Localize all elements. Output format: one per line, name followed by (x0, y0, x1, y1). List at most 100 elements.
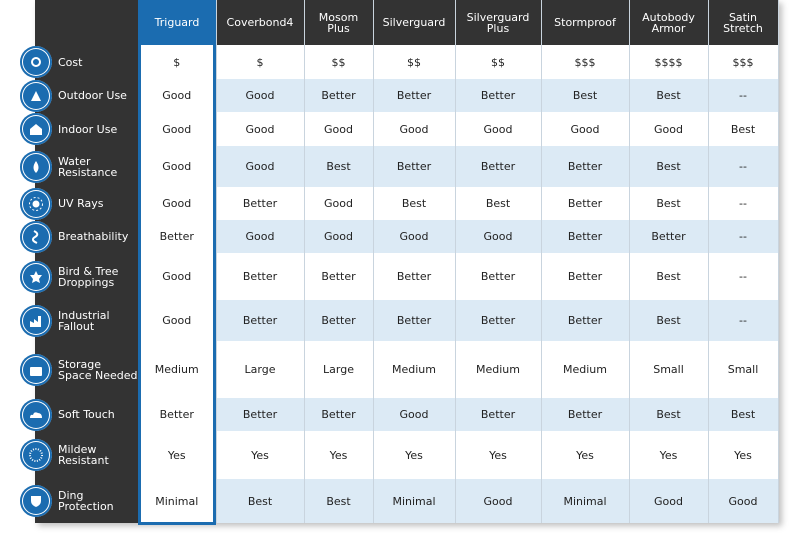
row-label-text: Water Resistance (58, 154, 118, 179)
table-cell: Better (455, 253, 542, 300)
icon-glyph (30, 270, 42, 283)
table-cell: Medium (138, 341, 217, 398)
table-cell: Yes (304, 431, 374, 479)
row-icon (20, 113, 52, 145)
icon-glyph (31, 90, 41, 101)
table-cell: Better (455, 146, 542, 187)
table-cell: Best (708, 112, 779, 146)
table-cell: Good (138, 146, 217, 187)
table-cell: -- (708, 146, 779, 187)
table-cell: Better (373, 300, 456, 341)
column-header: Stormproof (541, 0, 630, 45)
icon-glyph (30, 315, 41, 327)
table-cell: Best (629, 300, 709, 341)
table-cell: Medium (455, 341, 542, 398)
icon-glyph (30, 124, 42, 135)
row-icon (20, 79, 52, 112)
icon-glyph (33, 160, 39, 173)
row-icon (20, 353, 52, 386)
table-cell: Better (304, 398, 374, 431)
table-cell: Best (541, 79, 630, 112)
row-icon (20, 46, 52, 78)
table-cell: Best (708, 398, 779, 431)
table-cell: Better (541, 220, 630, 253)
table-cell: Good (455, 479, 542, 523)
header-row: Triguard Coverbond4 Mosom Plus Silverguard S… (35, 0, 779, 45)
table-cell: Good (216, 112, 305, 146)
table-row: Water Resistance Good Good Best Better Better… (20, 146, 779, 187)
row-icon (20, 187, 52, 220)
table-cell: Minimal (138, 479, 217, 523)
table-cell: Yes (629, 431, 709, 479)
row-label-cell: Ding Protection (20, 479, 138, 523)
row-label-cell: Bird & Tree Droppings (20, 253, 138, 300)
table-cell: Better (541, 253, 630, 300)
table-row: Industrial Fallout Good Better Better Better… (20, 300, 779, 341)
row-label-text: Soft Touch (58, 408, 115, 421)
table-cell: Good (629, 479, 709, 523)
row-label-text: Mildew Resistant (58, 443, 109, 467)
icon-glyph (31, 57, 41, 67)
table-cell: Better (541, 146, 630, 187)
row-label-cell: Cost (20, 45, 138, 79)
table-cell: Small (708, 341, 779, 398)
table-cell: Better (216, 300, 305, 341)
table-cell: Yes (455, 431, 542, 479)
row-icon (20, 485, 52, 517)
table-cell: Best (629, 253, 709, 300)
column-header: Silverguard (373, 0, 456, 45)
table-row: Mildew Resistant Yes Yes Yes Yes Yes Yes Yes Yes (20, 431, 779, 479)
table-cell: Better (138, 398, 217, 431)
row-icon (20, 150, 52, 183)
row-label-cell: Outdoor Use (20, 79, 138, 112)
column-header: Autobody Armor (629, 0, 709, 45)
table-row: Ding Protection Minimal Best Best Minimal Goo… (20, 479, 779, 523)
row-label-text: Cost (58, 55, 83, 69)
table-cell: Better (373, 79, 456, 112)
table-cell: Better (455, 79, 542, 112)
table-row: Bird & Tree Droppings Good Better Better Bet… (20, 253, 779, 300)
row-label-text: Indoor Use (58, 122, 118, 136)
row-icon (20, 220, 52, 253)
table-cell: Better (541, 187, 630, 220)
table-cell: Best (216, 479, 305, 523)
table-cell: Good (373, 112, 456, 146)
table-cell: Best (304, 479, 374, 523)
table-cell: Good (708, 479, 779, 523)
table-cell: $$$$ (629, 45, 709, 79)
table-cell: Large (304, 341, 374, 398)
row-icon (20, 398, 52, 431)
table-cell: $ (138, 45, 217, 79)
table-cell: Medium (373, 341, 456, 398)
table-cell: Better (455, 398, 542, 431)
table-cell: Yes (708, 431, 779, 479)
row-label: Industrial Fallout (20, 304, 138, 337)
table-cell: Best (455, 187, 542, 220)
row-label: Outdoor Use (20, 79, 138, 112)
icon-glyph (30, 366, 42, 376)
table-row: UV Rays Good Better Good Best Best Better Best -… (20, 187, 779, 220)
table-cell: Good (541, 112, 630, 146)
comparison-table: Triguard Coverbond4 Mosom Plus Silverguard S… (20, 0, 779, 523)
table-cell: -- (708, 79, 779, 112)
row-icon (20, 304, 52, 337)
row-label-cell: Mildew Resistant (20, 431, 138, 479)
table-cell: Good (216, 79, 305, 112)
comparison-table-wrap: Triguard Coverbond4 Mosom Plus Silverguard S… (20, 0, 779, 523)
table-cell: -- (708, 300, 779, 341)
table-row: Cost $ $ $$ $$ $$ $$$ $$$$ $$$ (20, 45, 779, 79)
row-label-cell: Storage Space Needed (20, 341, 138, 398)
table-cell: Good (304, 112, 374, 146)
table-cell: -- (708, 187, 779, 220)
table-row: Outdoor Use Good Good Better Better Better Bes… (20, 79, 779, 112)
table-cell: Good (373, 220, 456, 253)
row-label-text: Storage Space Needed (58, 357, 138, 382)
row-label: Water Resistance (20, 150, 138, 183)
row-label: Soft Touch (20, 398, 138, 431)
table-cell: Good (138, 300, 217, 341)
row-label: Cost (20, 46, 138, 78)
table-cell: Better (541, 300, 630, 341)
table-cell: -- (708, 220, 779, 253)
row-label-cell: Industrial Fallout (20, 300, 138, 341)
